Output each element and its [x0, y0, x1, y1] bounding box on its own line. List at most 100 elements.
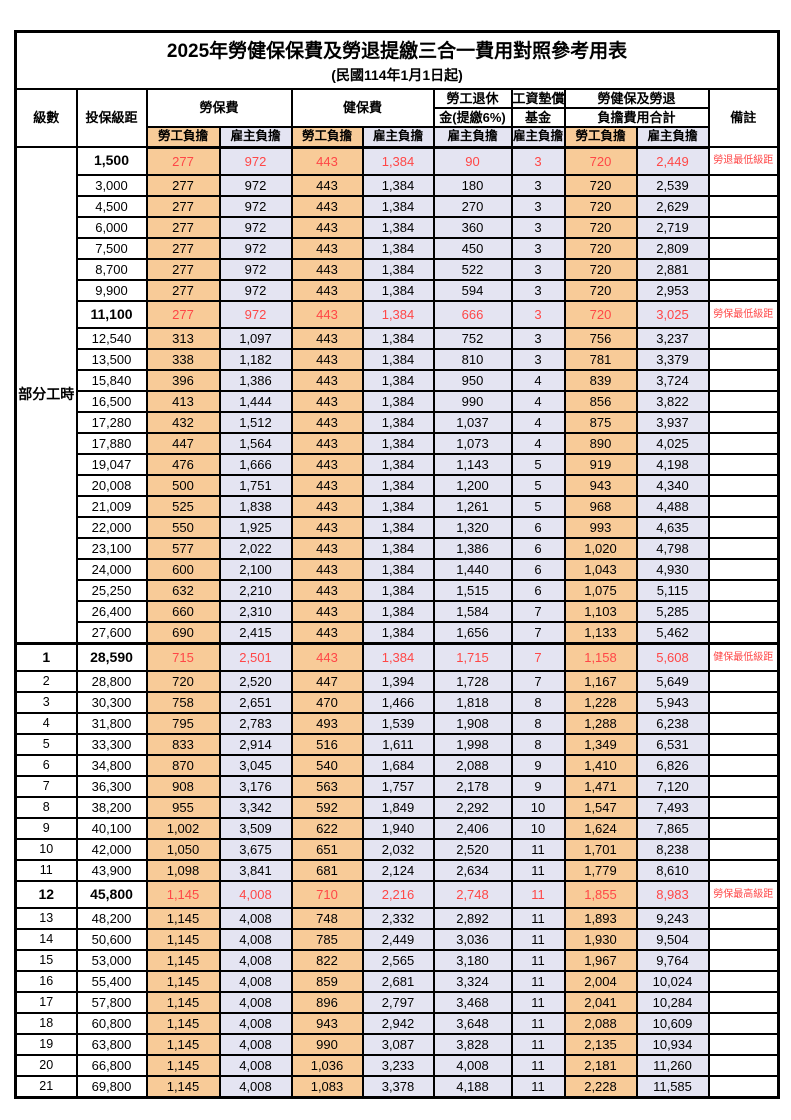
- cell-total-employer: 6,531: [635, 732, 710, 756]
- cell-total-employee: 1,133: [563, 620, 638, 645]
- cell-note: [707, 990, 780, 1014]
- cell-note: [707, 669, 780, 693]
- table-row: 11 43,900 1,098 3,841 681 2,124 2,634 11 1,779 8,…: [14, 858, 780, 882]
- table-row: 11,100 277 972 443 1,384 666 3 720 3,025 勞保最低級距: [16, 299, 780, 329]
- cell-labor-employer: 4,008: [218, 1074, 293, 1099]
- cell-pension-employer: 270: [432, 194, 513, 218]
- cell-salary-bracket: 28,590: [75, 641, 148, 672]
- cell-labor-employee: 1,145: [145, 990, 221, 1014]
- cell-wage-fund-employer: 4: [510, 431, 566, 455]
- cell-total-employee: 1,893: [563, 906, 638, 930]
- cell-level: 21: [14, 1074, 78, 1099]
- cell-health-employer: 1,384: [361, 194, 435, 218]
- cell-labor-employer: 972: [218, 146, 293, 176]
- cell-labor-employer: 3,675: [218, 837, 293, 861]
- cell-pension-employer: 752: [432, 326, 513, 350]
- cell-wage-fund-employer: 3: [510, 326, 566, 350]
- cell-wage-fund-employer: 7: [510, 641, 566, 672]
- cell-labor-employee: 1,002: [145, 816, 221, 840]
- table-row: 14 50,600 1,145 4,008 785 2,449 3,036 11 1,930 9,…: [14, 927, 780, 951]
- cell-pension-employer: 1,728: [432, 669, 513, 693]
- cell-pension-employer: 180: [432, 173, 513, 197]
- cell-level: 19: [14, 1032, 78, 1056]
- cell-wage-fund-employer: 4: [510, 368, 566, 392]
- cell-labor-employer: 4,008: [218, 1053, 293, 1077]
- cell-labor-employer: 3,342: [218, 795, 293, 819]
- cell-total-employee: 720: [563, 236, 638, 260]
- cell-salary-bracket: 24,000: [75, 557, 148, 581]
- cell-health-employer: 2,681: [361, 969, 435, 993]
- cell-total-employer: 3,937: [635, 410, 710, 434]
- cell-labor-employer: 4,008: [218, 1032, 293, 1056]
- col-header-pension-line2: 金(提繳6%): [432, 106, 513, 128]
- table-row: 13 48,200 1,145 4,008 748 2,332 2,892 11 1,893 9,…: [14, 906, 780, 930]
- cell-level: 8: [14, 795, 78, 819]
- cell-note: 健保最低級距: [707, 641, 780, 672]
- cell-labor-employee: 432: [145, 410, 221, 434]
- cell-health-employee: 443: [290, 146, 364, 176]
- header-row-3: 勞工負擔 雇主負擔 勞工負擔 雇主負擔 雇主負擔 雇主負擔 勞工負擔 雇主負擔: [16, 125, 779, 149]
- cell-pension-employer: 4,188: [432, 1074, 513, 1099]
- col-header-note: 備註: [707, 87, 780, 149]
- cell-salary-bracket: 31,800: [75, 711, 148, 735]
- cell-note: [707, 368, 780, 392]
- header-row-1: 級數 投保級距 勞保費 健保費 勞工退休 工資墊償 勞健保及勞退 備註: [14, 87, 780, 149]
- cell-wage-fund-employer: 3: [510, 146, 566, 176]
- cell-pension-employer: 990: [432, 389, 513, 413]
- cell-health-employer: 1,384: [361, 347, 435, 371]
- cell-labor-employer: 2,100: [218, 557, 293, 581]
- cell-health-employee: 443: [290, 236, 364, 260]
- cell-total-employee: 720: [563, 173, 638, 197]
- cell-health-employer: 1,384: [361, 578, 435, 602]
- cell-health-employee: 443: [290, 599, 364, 623]
- cell-total-employer: 3,822: [635, 389, 710, 413]
- cell-level: 6: [14, 753, 78, 777]
- cell-salary-bracket: 48,200: [75, 906, 148, 930]
- cell-total-employer: 5,115: [635, 578, 710, 602]
- cell-pension-employer: 4,008: [432, 1053, 513, 1077]
- subheader-health-employee-share: 勞工負擔: [290, 125, 364, 149]
- cell-labor-employer: 2,415: [218, 620, 293, 645]
- cell-total-employer: 2,881: [635, 257, 710, 281]
- cell-total-employer: 2,719: [635, 215, 710, 239]
- cell-health-employer: 2,032: [361, 837, 435, 861]
- cell-salary-bracket: 28,800: [75, 669, 148, 693]
- cell-health-employer: 1,384: [361, 557, 435, 581]
- cell-note: [707, 837, 780, 861]
- cell-pension-employer: 1,656: [432, 620, 513, 645]
- cell-pension-employer: 1,584: [432, 599, 513, 623]
- cell-salary-bracket: 55,400: [75, 969, 148, 993]
- cell-total-employee: 756: [563, 326, 638, 350]
- cell-total-employer: 10,934: [635, 1032, 710, 1056]
- cell-total-employer: 5,943: [635, 690, 710, 714]
- cell-salary-bracket: 45,800: [75, 879, 148, 909]
- cell-wage-fund-employer: 11: [510, 837, 566, 861]
- cell-level: 12: [14, 879, 78, 909]
- cell-health-employer: 1,384: [361, 515, 435, 539]
- cell-labor-employee: 277: [145, 173, 221, 197]
- cell-total-employer: 11,585: [635, 1074, 710, 1099]
- table-row: 23,100 577 2,022 443 1,384 1,386 6 1,020 4,798: [16, 536, 780, 560]
- cell-level: 18: [14, 1011, 78, 1035]
- cell-total-employee: 720: [563, 257, 638, 281]
- cell-level: 7: [14, 774, 78, 798]
- cell-health-employee: 443: [290, 578, 364, 602]
- cell-pension-employer: 2,520: [432, 837, 513, 861]
- cell-pension-employer: 2,634: [432, 858, 513, 882]
- cell-labor-employee: 908: [145, 774, 221, 798]
- cell-salary-bracket: 16,500: [75, 389, 148, 413]
- cell-health-employee: 1,083: [290, 1074, 364, 1099]
- cell-labor-employer: 2,022: [218, 536, 293, 560]
- cell-total-employer: 6,238: [635, 711, 710, 735]
- cell-labor-employer: 1,751: [218, 473, 293, 497]
- cell-total-employee: 1,158: [563, 641, 638, 672]
- cell-labor-employee: 277: [145, 257, 221, 281]
- cell-level: 14: [14, 927, 78, 951]
- cell-labor-employee: 1,050: [145, 837, 221, 861]
- cell-total-employee: 875: [563, 410, 638, 434]
- cell-total-employee: 1,547: [563, 795, 638, 819]
- cell-labor-employer: 972: [218, 278, 293, 302]
- cell-pension-employer: 1,037: [432, 410, 513, 434]
- page-title: 2025年勞健保保費及勞退提繳三合一費用對照參考用表: [166, 41, 628, 62]
- cell-health-employer: 2,797: [361, 990, 435, 1014]
